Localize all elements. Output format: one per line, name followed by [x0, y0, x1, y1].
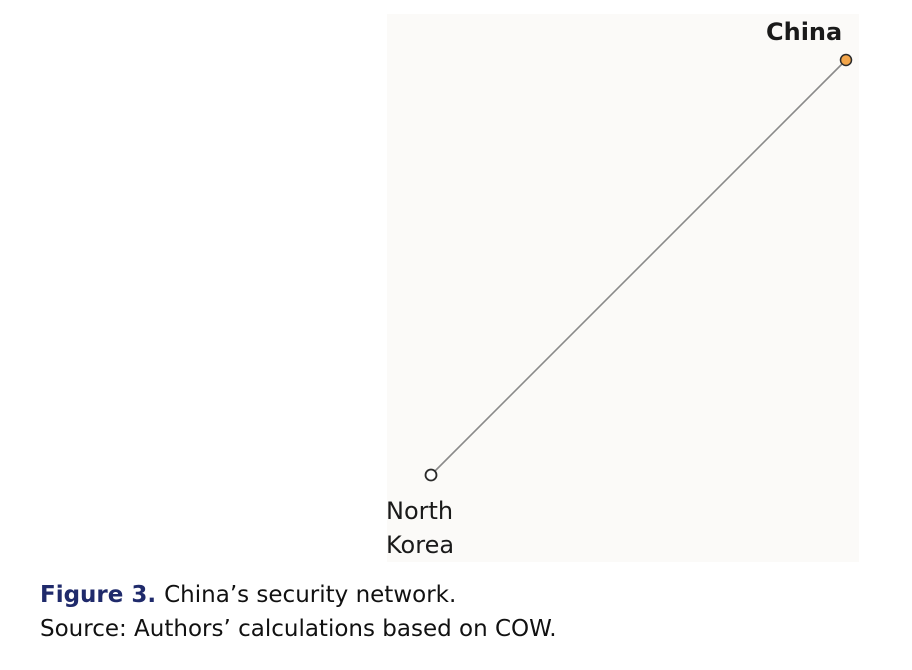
node-label-north-korea: North Korea	[386, 494, 454, 562]
figure-label: Figure 3.	[40, 582, 157, 608]
node-label-china: China	[766, 18, 843, 46]
edge-north-korea-china	[430, 59, 847, 476]
figure-caption: Figure 3. China’s security network. Sourc…	[40, 578, 557, 646]
node-label-north-korea-line2: Korea	[386, 531, 455, 559]
node-china	[839, 53, 853, 67]
figure-title: China’s security network.	[164, 582, 457, 608]
caption-title-line: Figure 3. China’s security network.	[40, 578, 557, 612]
figure-source: Source: Authors’ calculations based on C…	[40, 616, 557, 642]
node-north-korea	[424, 468, 438, 482]
network-panel	[387, 14, 859, 562]
node-label-north-korea-line1: North	[386, 497, 454, 525]
